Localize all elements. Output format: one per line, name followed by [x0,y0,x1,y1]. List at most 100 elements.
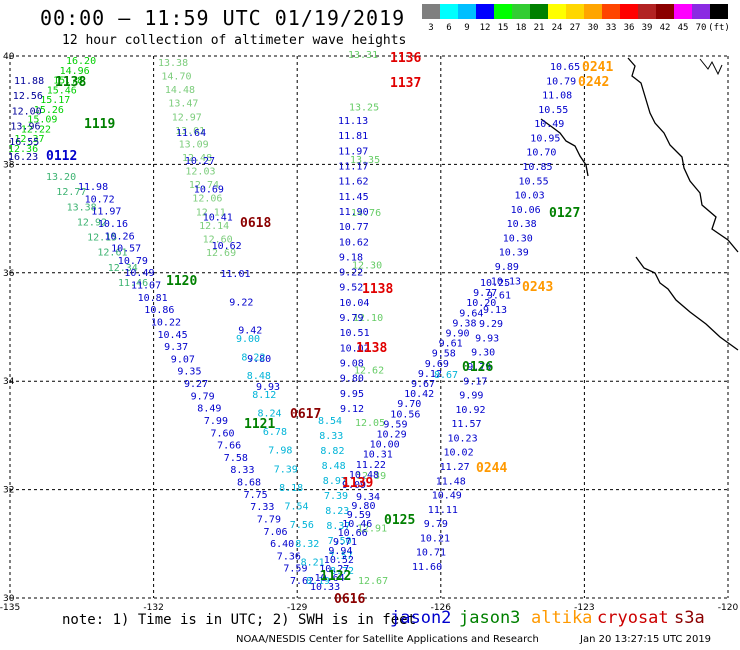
scale-swatch [548,4,566,19]
scale-swatch [692,4,710,19]
swh-value: 15.09 [27,115,57,126]
swh-value: 11.46 [118,278,148,289]
swh-value: 13.31 [348,50,378,61]
swh-value: 8.33 [319,431,343,442]
pass-id-label: 1138 [362,282,393,297]
swh-value: 10.06 [511,205,541,216]
swh-value: 8.24 [258,409,282,420]
swh-value: 11.64 [176,128,206,139]
swh-value: 9.18 [339,252,363,263]
swh-value: 14.70 [161,72,191,83]
scale-label: 70 [695,23,707,33]
scale-label: 33 [605,23,617,33]
swh-value: 7.33 [250,502,274,513]
swh-value: 8.48 [247,371,271,382]
swh-value: 12.36 [8,144,38,155]
swh-value: 12.37 [14,134,44,145]
scale-label: 24 [551,23,563,33]
swh-value: 13.09 [179,139,209,150]
swh-value: 9.77 [473,288,497,299]
swh-value: 9.22 [229,297,253,308]
scale-label: 3 [428,23,434,33]
scale-swatch [458,4,476,19]
lon-tick-label: -129 [287,603,308,613]
swh-value: 9.22 [339,268,363,279]
pass-id-label: 1138 [356,341,387,356]
swh-value: 9.94 [328,546,352,557]
swh-value: 8.33 [230,465,254,476]
pass-id-label: 0616 [334,592,365,607]
swh-value: 14.96 [60,66,90,77]
swh-value: 10.39 [499,248,529,259]
swh-value: 12.14 [199,221,229,232]
swh-value: 14.76 [351,208,381,219]
swh-value: 10.42 [404,389,434,400]
swh-value: 7.75 [244,490,268,501]
swh-value: 12.74 [189,180,219,191]
swh-value: 11.13 [338,116,368,127]
swh-value: 11.97 [338,146,368,157]
scale-label: 6 [446,23,452,33]
swh-value: 9.17 [463,376,487,387]
swh-value: 7.06 [264,527,288,538]
swh-value: 7.60 [211,428,235,439]
map-grid [9,55,729,599]
swh-value: 7.56 [290,520,314,531]
swh-value: 15.46 [47,85,77,96]
swh-value: 9.61 [439,339,463,350]
legend-jason2: jason2 [390,608,452,628]
swh-value: 11.57 [451,419,481,430]
swh-value: 11.48 [436,476,466,487]
swh-value: 11.17 [338,162,368,173]
swh-value: 9.35 [177,367,201,378]
swh-value: 12.62 [354,366,384,377]
swh-value: 12.91 [357,523,387,534]
swh-value: 8.54 [318,416,342,427]
swh-value: 7.62 [290,576,314,587]
swh-value: 9.12 [340,404,364,415]
scale-swatch [620,4,638,19]
swh-value: 10.23 [448,433,478,444]
swh-value: 10.20 [466,298,496,309]
scale-label: 9 [464,23,470,33]
swh-value: 10.66 [338,528,368,539]
swh-value: 10.56 [390,409,420,420]
swh-value: 11.60 [412,562,442,573]
lon-tick-label: -135 [0,603,20,613]
swh-value: 6.40 [270,539,294,550]
swh-value: 10.85 [522,162,552,173]
swh-value: 9.80 [340,374,364,385]
swh-value: 7.79 [257,514,281,525]
swh-value: 7.39 [274,464,298,475]
swh-value: 10.65 [550,62,580,73]
swh-value: 10.81 [138,293,168,304]
swh-value: 10.52 [324,555,354,566]
swh-value: 10.02 [444,448,474,459]
scale-swatch [530,4,548,19]
swh-value: 9.27 [184,379,208,390]
swh-value: 12.10 [353,313,383,324]
legend-jason3: jason3 [459,608,521,628]
swh-value: 14.48 [165,85,195,96]
swh-value: 10.49 [124,268,154,279]
swh-value: 9.29 [479,319,503,330]
generated-timestamp: Jan 20 13:27:15 UTC 2019 [580,634,712,645]
pass-id-label: 1120 [166,274,197,289]
swh-value: 10.48 [349,470,379,481]
swh-value: 16.23 [8,152,38,163]
swh-value: 10.21 [420,533,450,544]
swh-value: 10.64 [315,573,345,584]
swh-value: 9.08 [340,359,364,370]
swh-value: 9.59 [383,419,407,430]
swh-value: 8.72 [330,566,354,577]
swh-value: 9.70 [397,399,421,410]
swh-value: 10.55 [519,176,549,187]
swh-value: 8.12 [252,390,276,401]
swh-value: 11.07 [131,281,161,292]
pass-id-label: 0127 [549,206,580,221]
pass-id-label: 0243 [522,280,553,295]
swh-value: 9.13 [483,305,507,316]
